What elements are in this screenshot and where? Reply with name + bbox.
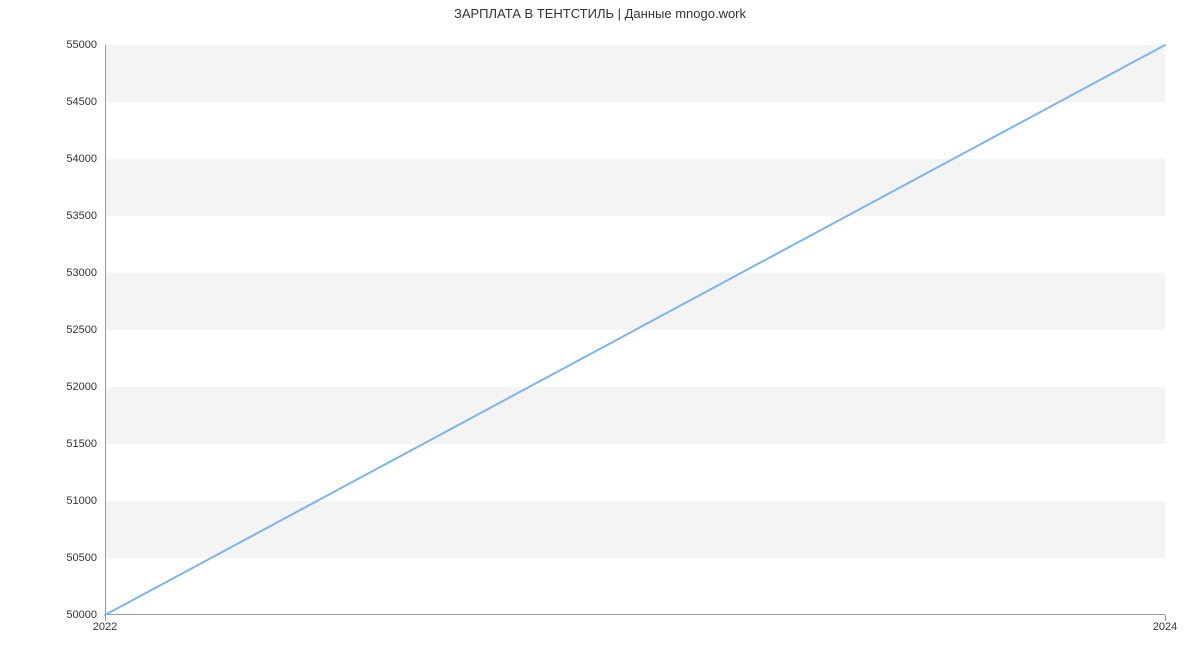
y-tick-label: 55000 (66, 39, 97, 51)
x-tick-label: 2024 (1153, 621, 1177, 633)
x-tick-label: 2022 (93, 621, 117, 633)
y-tick-label: 51000 (66, 495, 97, 507)
y-tick-label: 54500 (66, 96, 97, 108)
plot-area: 5000050500510005150052000525005300053500… (105, 45, 1165, 615)
x-tick-mark (1165, 615, 1166, 621)
y-tick-label: 52000 (66, 381, 97, 393)
y-tick-label: 51500 (66, 438, 97, 450)
series-layer (105, 45, 1165, 615)
y-tick-label: 53000 (66, 267, 97, 279)
y-tick-label: 52500 (66, 324, 97, 336)
chart-title: ЗАРПЛАТА В ТЕНТСТИЛЬ | Данные mnogo.work (0, 6, 1200, 21)
chart-container: ЗАРПЛАТА В ТЕНТСТИЛЬ | Данные mnogo.work… (0, 0, 1200, 650)
y-tick-label: 54000 (66, 153, 97, 165)
y-tick-label: 53500 (66, 210, 97, 222)
y-tick-label: 50500 (66, 552, 97, 564)
series-line-salary (105, 45, 1165, 615)
y-tick-label: 50000 (66, 609, 97, 621)
